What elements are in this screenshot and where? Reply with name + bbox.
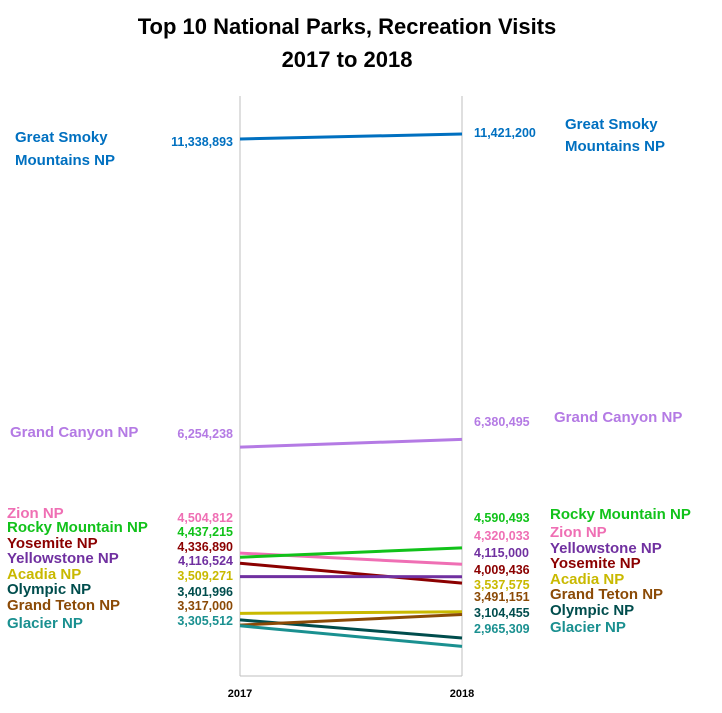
right-label-grand-canyon-np: Grand Canyon NP bbox=[554, 409, 682, 426]
left-label-rocky-mountain-np: Rocky Mountain NP bbox=[7, 519, 148, 536]
right-label-olympic-np: Olympic NP bbox=[550, 602, 634, 619]
left-label-yosemite-np: Yosemite NP bbox=[7, 535, 98, 552]
value-2018-yosemite-np: 4,009,436 bbox=[474, 563, 530, 577]
left-label-olympic-np: Olympic NP bbox=[7, 581, 91, 598]
x-tick-2017: 2017 bbox=[228, 688, 252, 700]
series-group: Great Smoky Mountains NP 11,338,893 11,421,… bbox=[7, 116, 691, 648]
series-line-yosemite-np bbox=[239, 561, 463, 585]
value-2018-rocky-mountain-np: 4,590,493 bbox=[474, 511, 530, 525]
series-line-glacier-np bbox=[239, 624, 463, 648]
x-tick-2018: 2018 bbox=[450, 688, 474, 700]
right-label-glacier-np: Glacier NP bbox=[550, 619, 626, 636]
left-label-yellowstone-np: Yellowstone NP bbox=[7, 550, 119, 567]
right-label-yellowstone-np: Yellowstone NP bbox=[550, 540, 662, 557]
value-2018-yellowstone-np: 4,115,000 bbox=[474, 546, 529, 560]
value-2017-yosemite-np: 4,336,890 bbox=[177, 540, 233, 554]
value-2018-grand-canyon-np: 6,380,495 bbox=[474, 415, 530, 429]
left-label-great-smoky-mountains-np: Great Smoky Mountains NP bbox=[15, 129, 115, 169]
value-2018-great-smoky-mountains-np: 11,421,200 bbox=[474, 126, 536, 140]
right-label-rocky-mountain-np: Rocky Mountain NP bbox=[550, 506, 691, 523]
chart-title-line-2: 2017 to 2018 bbox=[282, 47, 413, 72]
right-label-grand-teton-np: Grand Teton NP bbox=[550, 586, 663, 603]
series-line-rocky-mountain-np bbox=[239, 546, 463, 559]
series-line-great-smoky-mountains-np bbox=[239, 132, 463, 141]
left-label-acadia-np: Acadia NP bbox=[7, 566, 81, 583]
right-label-yosemite-np: Yosemite NP bbox=[550, 555, 641, 572]
value-2017-zion-np: 4,504,812 bbox=[177, 511, 233, 525]
right-label-acadia-np: Acadia NP bbox=[550, 571, 624, 588]
value-2018-acadia-np: 3,537,575 bbox=[474, 578, 530, 592]
value-2017-great-smoky-mountains-np: 11,338,893 bbox=[171, 135, 233, 149]
value-2018-glacier-np: 2,965,309 bbox=[474, 622, 530, 636]
value-2018-zion-np: 4,320,033 bbox=[474, 529, 530, 543]
left-label-glacier-np: Glacier NP bbox=[7, 615, 83, 632]
value-2017-grand-teton-np: 3,317,000 bbox=[177, 599, 233, 613]
right-label-zion-np: Zion NP bbox=[550, 524, 607, 541]
left-label-grand-teton-np: Grand Teton NP bbox=[7, 597, 120, 614]
value-2017-rocky-mountain-np: 4,437,215 bbox=[177, 525, 233, 539]
series-line-acadia-np bbox=[239, 610, 463, 615]
value-2018-grand-teton-np: 3,491,151 bbox=[474, 590, 530, 604]
value-2017-glacier-np: 3,305,512 bbox=[177, 614, 233, 628]
value-2017-acadia-np: 3,509,271 bbox=[177, 569, 233, 583]
chart-title-line-1: Top 10 National Parks, Recreation Visits bbox=[138, 14, 557, 39]
series-line-grand-teton-np bbox=[239, 613, 463, 627]
value-2018-olympic-np: 3,104,455 bbox=[474, 606, 530, 620]
value-2017-grand-canyon-np: 6,254,238 bbox=[177, 427, 233, 441]
value-2017-olympic-np: 3,401,996 bbox=[177, 585, 233, 599]
value-2017-yellowstone-np: 4,116,524 bbox=[178, 554, 233, 568]
right-label-great-smoky-mountains-np: Great Smoky Mountains NP bbox=[565, 116, 665, 155]
left-label-zion-np: Zion NP bbox=[7, 505, 64, 522]
series-line-grand-canyon-np bbox=[239, 437, 463, 449]
left-label-grand-canyon-np: Grand Canyon NP bbox=[10, 424, 138, 441]
